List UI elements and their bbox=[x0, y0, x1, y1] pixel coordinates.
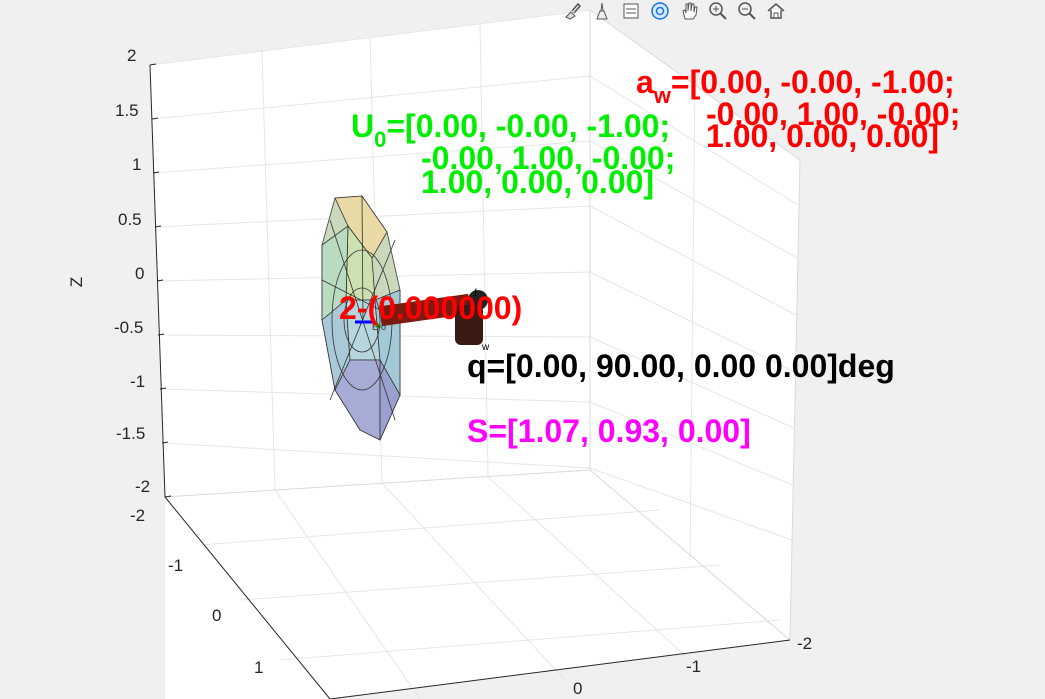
z-tick-label: -2 bbox=[135, 477, 151, 496]
aw-line-2: -0.00, 1.00, -0.00; bbox=[706, 96, 961, 132]
y-tick-label: -2 bbox=[130, 506, 146, 525]
aw-line-3: 1.00, 0.00, 0.00] bbox=[706, 118, 940, 154]
joint-angles-annotation: q=[0.00, 90.00, 0.00 0.00]deg bbox=[467, 348, 895, 384]
legend-icon bbox=[623, 3, 639, 19]
aw-prefix: a bbox=[636, 64, 654, 100]
x-tick-label: 0 bbox=[573, 679, 583, 698]
rotate-3d-button[interactable] bbox=[647, 0, 673, 22]
figure-toolbar bbox=[560, 0, 789, 22]
z-tick-label: -1.5 bbox=[116, 424, 146, 443]
u0-prefix: U bbox=[351, 108, 375, 144]
data-tips-button[interactable] bbox=[589, 0, 615, 22]
x-tick-label: -2 bbox=[797, 634, 813, 653]
u0-line-2: -0.00, 1.00, -0.00; bbox=[421, 140, 676, 176]
u0-line-3: 1.00, 0.00, 0.00] bbox=[421, 164, 655, 200]
z-tick-label: -1 bbox=[130, 372, 146, 391]
legend-button[interactable] bbox=[618, 0, 644, 22]
y-tick-label: 0 bbox=[212, 606, 222, 625]
z-tick-label: -0.5 bbox=[114, 318, 144, 337]
box-edges bbox=[164, 9, 801, 641]
home-button[interactable] bbox=[763, 0, 789, 22]
pan-hand-icon bbox=[682, 2, 698, 20]
zoom-out-icon bbox=[738, 2, 756, 20]
gridlines bbox=[149, 9, 799, 699]
u0-matrix-annotation: U0=[0.00, -0.00, -1.00; -0.00, 1.00, -0.… bbox=[351, 108, 675, 270]
home-icon bbox=[767, 3, 785, 19]
y-tick-label: 1 bbox=[254, 658, 264, 677]
brush-button[interactable] bbox=[560, 0, 586, 22]
z-axis-label: Z bbox=[67, 276, 87, 288]
right-wall bbox=[590, 10, 800, 650]
z-tick-label: 1.5 bbox=[115, 101, 139, 120]
data-tips-icon bbox=[596, 2, 608, 20]
svg-text:Ero: Ero bbox=[372, 322, 386, 332]
dish-surface bbox=[321, 195, 401, 441]
u0-line-1: =[0.00, -0.00, -1.00; bbox=[386, 108, 671, 144]
s-vector-annotation: S=[1.07, 0.93, 0.00] bbox=[467, 413, 751, 449]
aw-line-1: =[0.00, -0.00, -1.00; bbox=[670, 64, 955, 100]
zoom-in-icon bbox=[709, 2, 727, 20]
z-tick-label: 2 bbox=[127, 46, 137, 65]
z-ticks bbox=[149, 63, 172, 498]
pan-button[interactable] bbox=[676, 0, 702, 22]
svg-text:w: w bbox=[481, 342, 490, 353]
y-tick-label: -1 bbox=[168, 556, 184, 575]
zoom-in-button[interactable] bbox=[705, 0, 731, 22]
brush-icon bbox=[565, 2, 582, 20]
u0-subscript: 0 bbox=[374, 127, 387, 152]
z-tick-label: 0.5 bbox=[118, 210, 142, 229]
rotate-3d-icon bbox=[651, 2, 669, 20]
z-tick-label: 0 bbox=[135, 264, 145, 283]
svg-text:f: f bbox=[474, 288, 477, 299]
point-label: 2-(0.000000) bbox=[339, 290, 523, 326]
aw-subscript: w bbox=[653, 83, 671, 108]
floor bbox=[165, 470, 790, 699]
x-tick-label: -1 bbox=[686, 657, 702, 676]
robot-arm: Ero f w bbox=[355, 288, 490, 353]
zoom-out-button[interactable] bbox=[734, 0, 760, 22]
aw-matrix-annotation: aw=[0.00, -0.00, -1.00; -0.00, 1.00, -0.… bbox=[636, 64, 960, 226]
z-tick-label: 1 bbox=[132, 155, 142, 174]
